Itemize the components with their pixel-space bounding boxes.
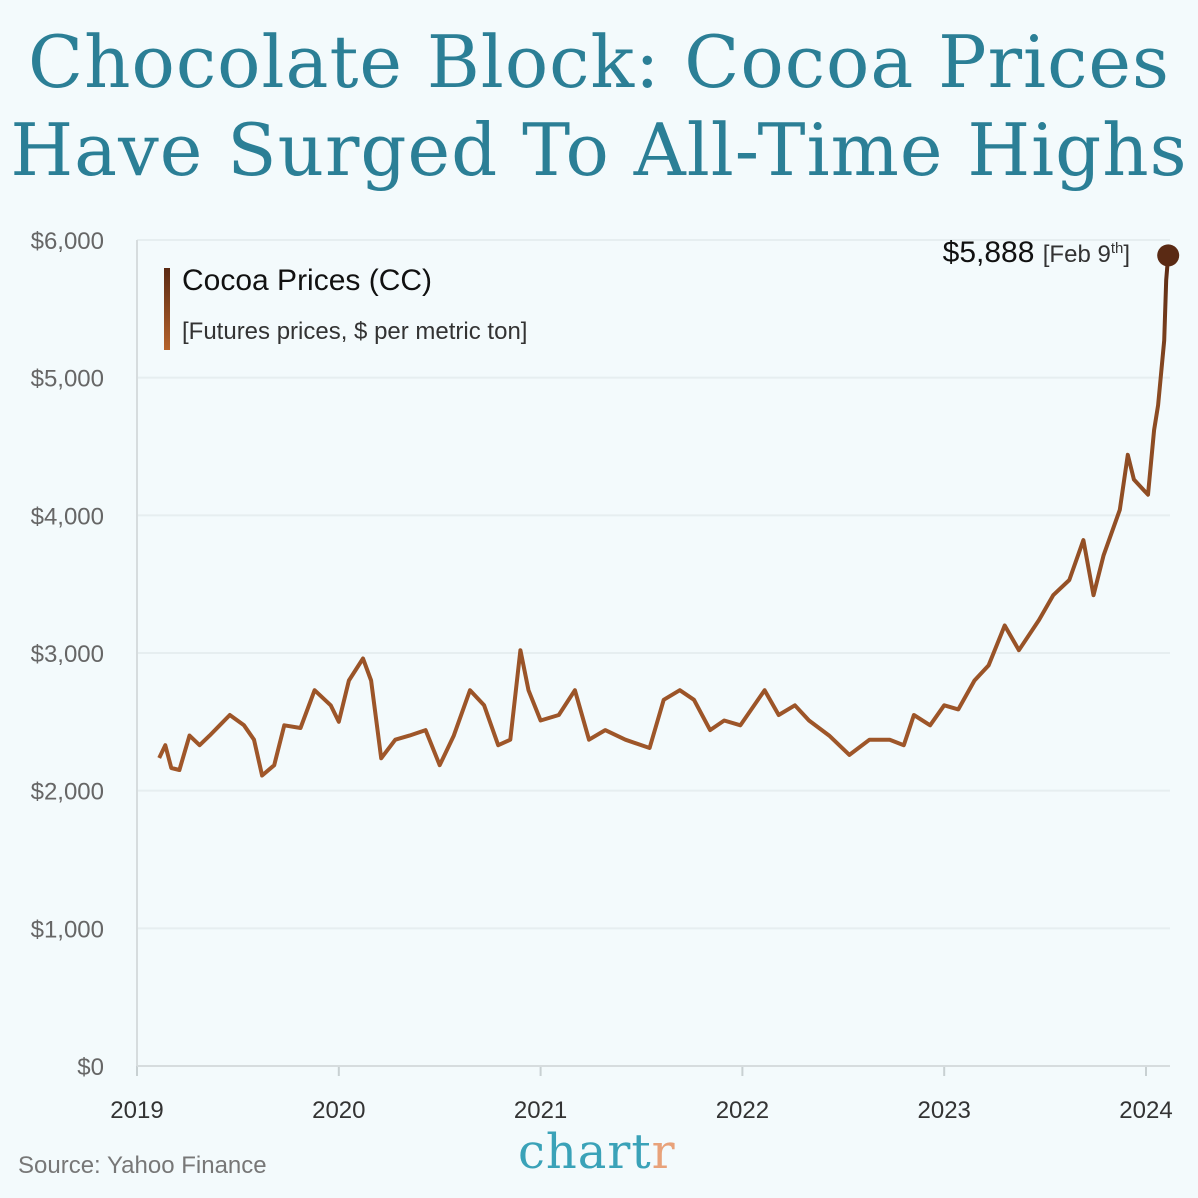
last-value-annotation: $5,888 [Feb 9th] bbox=[943, 236, 1130, 270]
legend-subtitle: [Futures prices, $ per metric ton] bbox=[182, 318, 528, 345]
y-tick-label: $6,000 bbox=[31, 228, 104, 255]
chart-title-line-1: Chocolate Block: Cocoa Prices bbox=[28, 20, 1170, 104]
series-line-cocoa-prices bbox=[157, 255, 1171, 778]
x-tick-label: 2024 bbox=[1119, 1097, 1172, 1124]
annotation-date-close: ] bbox=[1123, 241, 1130, 268]
x-axis-ticks: 2019 2020 2021 2022 2023 2024 bbox=[110, 1066, 1173, 1124]
legend-swatch bbox=[164, 268, 170, 350]
x-tick-label: 2020 bbox=[312, 1097, 365, 1124]
y-tick-label: $2,000 bbox=[31, 779, 104, 806]
chartr-logo: chartr bbox=[518, 1124, 676, 1180]
y-axis-ticks: $0 $1,000 $2,000 $3,000 $4,000 $5,000 $6,000 bbox=[31, 228, 104, 1081]
last-value-marker bbox=[1157, 244, 1180, 267]
annotation-date-text: [Feb 9 bbox=[1042, 241, 1111, 268]
x-tick-label: 2021 bbox=[514, 1097, 567, 1124]
y-tick-label: $3,000 bbox=[31, 641, 104, 668]
legend-title: Cocoa Prices (CC) bbox=[182, 264, 433, 297]
source-note: Source: Yahoo Finance bbox=[18, 1152, 267, 1179]
y-tick-label: $1,000 bbox=[31, 916, 104, 943]
x-tick-label: 2019 bbox=[110, 1097, 163, 1124]
logo-main: chart bbox=[518, 1124, 652, 1180]
annotation-date: [Feb 9th] bbox=[1042, 240, 1130, 268]
x-tick-label: 2022 bbox=[716, 1097, 769, 1124]
annotation-value: $5,888 bbox=[942, 236, 1035, 269]
y-tick-label: $4,000 bbox=[31, 503, 104, 530]
chart-title-line-2: Have Surged To All-Time Highs bbox=[10, 108, 1188, 192]
annotation-date-suffix: th bbox=[1110, 240, 1124, 257]
x-tick-label: 2023 bbox=[918, 1097, 971, 1124]
y-tick-label: $0 bbox=[77, 1054, 104, 1081]
logo-accent: r bbox=[651, 1124, 676, 1180]
y-tick-label: $5,000 bbox=[31, 366, 104, 393]
gridlines bbox=[137, 239, 1170, 930]
